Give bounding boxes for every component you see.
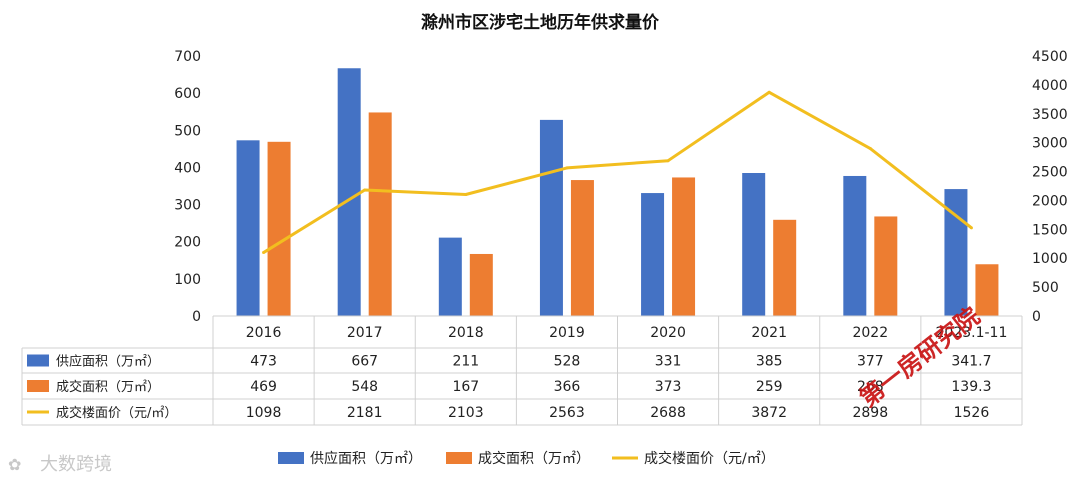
bar-deal-2018 — [469, 253, 493, 316]
table-legend-swatch — [27, 380, 49, 392]
bar-supply-2020 — [641, 193, 665, 316]
table-cell-value: 331 — [655, 354, 682, 370]
table-cell-value: 1526 — [954, 405, 990, 421]
y-left-tick-label: 400 — [174, 160, 201, 176]
legend-swatch — [446, 452, 472, 464]
x-tick-label: 2017 — [347, 325, 383, 341]
legend-label: 供应面积（万㎡） — [310, 450, 422, 467]
table-cell-value: 528 — [554, 354, 581, 370]
y-right-tick-label: 4000 — [1032, 78, 1068, 94]
y-left-tick-label: 300 — [174, 198, 201, 214]
x-tick-label: 2016 — [246, 325, 282, 341]
y-right-tick-label: 3000 — [1032, 136, 1068, 152]
chart-title: 滁州市区涉宅土地历年供求量价 — [421, 12, 660, 33]
table-cell-value: 3872 — [751, 405, 787, 421]
bar-deal-2021 — [773, 219, 797, 316]
table-cell-value: 341.7 — [951, 354, 991, 370]
bar-deal-2022 — [874, 216, 898, 316]
y-right-tick-label: 500 — [1032, 280, 1059, 296]
table-cell-value: 469 — [250, 379, 277, 395]
bar-supply-2017 — [337, 68, 361, 316]
table-cell-value: 259 — [756, 379, 783, 395]
table-cell-value: 139.3 — [951, 379, 991, 395]
line-price-point-2023.1-11 — [969, 226, 973, 230]
bar-deal-2019 — [570, 180, 594, 316]
y-right-tick-label: 2000 — [1032, 193, 1068, 209]
table-cell-value: 268 — [857, 379, 884, 395]
table-cell-value: 211 — [452, 354, 479, 370]
table-cell-value: 2898 — [852, 405, 888, 421]
y-right-tick-label: 2500 — [1032, 165, 1068, 181]
y-right-tick-label: 4500 — [1032, 49, 1068, 65]
x-tick-label: 2019 — [549, 325, 585, 341]
bar-supply-2018 — [438, 237, 462, 316]
y-left-tick-label: 200 — [174, 235, 201, 251]
table-cell-value: 373 — [655, 379, 682, 395]
table-cell-value: 667 — [351, 354, 378, 370]
y-left-tick-label: 0 — [192, 309, 201, 325]
x-tick-label: 2023.1-11 — [936, 325, 1008, 341]
watermark-text: 大数跨境 — [40, 454, 112, 475]
y-right-tick-label: 1000 — [1032, 251, 1068, 267]
legend-swatch — [278, 452, 304, 464]
x-tick-label: 2018 — [448, 325, 484, 341]
table-row-label: 成交楼面价（元/㎡） — [56, 405, 177, 421]
logo-icon: ✿ — [8, 455, 21, 474]
line-price-point-2019 — [565, 166, 569, 170]
line-price-point-2017 — [363, 188, 367, 192]
line-price-point-2020 — [666, 159, 670, 163]
bar-supply-2021 — [742, 173, 766, 316]
y-right-tick-label: 1500 — [1032, 222, 1068, 238]
table-row-label: 供应面积（万㎡） — [56, 354, 160, 370]
table-cell-value: 167 — [452, 379, 479, 395]
bar-deal-2020 — [672, 177, 696, 316]
line-price-point-2018 — [464, 192, 468, 196]
bar-supply-2019 — [539, 119, 563, 316]
line-price-point-2021 — [767, 90, 771, 94]
table-cell-value: 473 — [250, 354, 277, 370]
table-cell-value: 548 — [351, 379, 378, 395]
x-tick-label: 2022 — [852, 325, 888, 341]
table-cell-value: 2563 — [549, 405, 585, 421]
legend-label: 成交楼面价（元/㎡） — [644, 450, 775, 467]
bar-deal-2023.1-11 — [975, 264, 999, 316]
y-left-tick-label: 700 — [174, 49, 201, 65]
table-cell-value: 377 — [857, 354, 884, 370]
y-left-tick-label: 500 — [174, 123, 201, 139]
table-cell-value: 1098 — [246, 405, 282, 421]
y-right-tick-label: 3500 — [1032, 107, 1068, 123]
line-price-series — [262, 90, 973, 254]
y-left-tick-label: 100 — [174, 272, 201, 288]
line-price-point-2022 — [868, 147, 872, 151]
legend-label: 成交面积（万㎡） — [478, 450, 590, 467]
table-cell-value: 366 — [554, 379, 581, 395]
line-price-point-2016 — [262, 251, 266, 255]
table-cell-value: 2181 — [347, 405, 383, 421]
table-row-label: 成交面积（万㎡） — [56, 379, 160, 395]
table-cell-value: 2103 — [448, 405, 484, 421]
table-legend-swatch — [27, 354, 49, 367]
bar-deal-2017 — [368, 112, 392, 316]
bar-supply-2016 — [236, 140, 260, 316]
y-left-tick-label: 600 — [174, 86, 201, 102]
y-right-tick-label: 0 — [1032, 309, 1041, 325]
table-cell-value: 385 — [756, 354, 783, 370]
bar-deal-2016 — [267, 141, 291, 316]
table-cell-value: 2688 — [650, 405, 686, 421]
x-tick-label: 2020 — [650, 325, 686, 341]
bar-supply-2022 — [843, 175, 867, 316]
x-tick-label: 2021 — [751, 325, 787, 341]
